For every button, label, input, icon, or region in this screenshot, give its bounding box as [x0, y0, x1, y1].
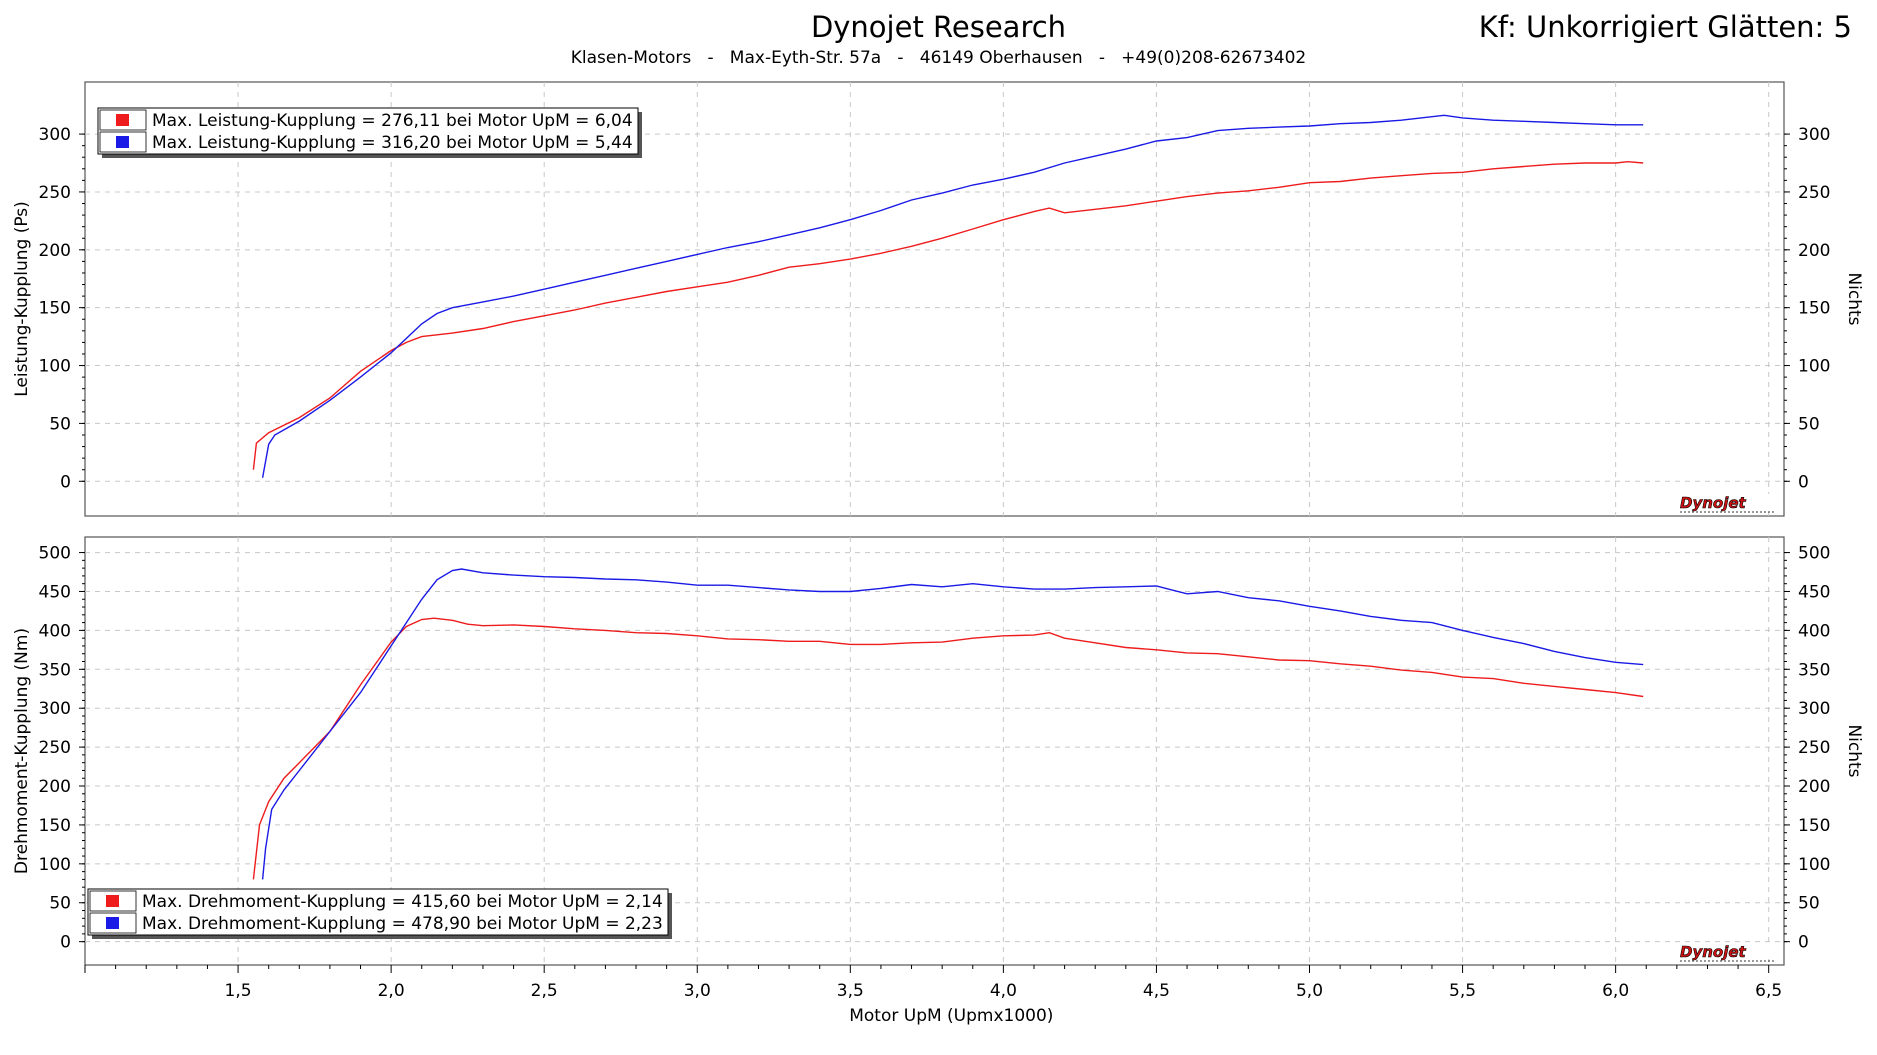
dynojet-logo: Dynojet [1678, 494, 1778, 513]
y-tick-label: 150 [39, 299, 71, 319]
logo-text: Dynojet [1680, 494, 1747, 512]
y2-tick-label: 50 [1798, 414, 1820, 434]
y2-tick-label: 350 [1798, 660, 1830, 680]
y2-tick-label: 0 [1798, 472, 1809, 492]
x-tick-label: 2,0 [378, 981, 405, 1001]
y2-tick-label: 150 [1798, 816, 1830, 836]
legend-entry: Max. Drehmoment-Kupplung = 478,90 bei Mo… [142, 914, 663, 934]
y2-tick-label: 100 [1798, 855, 1830, 875]
legend-entry: Max. Leistung-Kupplung = 316,20 bei Moto… [152, 133, 633, 153]
x-tick-label: 5,5 [1449, 981, 1476, 1001]
legend-swatch [116, 136, 129, 148]
y2-tick-label: 500 [1798, 544, 1830, 564]
logo-bg [1678, 943, 1778, 959]
correction-label: Kf: Unkorrigiert Glätten: 5 [1478, 10, 1852, 44]
y-axis-label: Leistung-Kupplung (Ps) [12, 201, 32, 397]
series-line-red [252, 617, 1644, 880]
y2-tick-label: 400 [1798, 621, 1830, 641]
y2-tick-label: 200 [1798, 777, 1830, 797]
x-tick-label: 2,5 [531, 981, 558, 1001]
y-tick-label: 100 [39, 855, 71, 875]
y2-axis-label: Nichts [1844, 724, 1864, 777]
legend-swatch [116, 114, 129, 126]
y-tick-label: 300 [39, 699, 71, 719]
y2-tick-label: 50 [1798, 894, 1820, 914]
series-line-blue [261, 114, 1644, 478]
y2-tick-label: 100 [1798, 357, 1830, 377]
y2-tick-label: 250 [1798, 738, 1830, 758]
y2-tick-label: 250 [1798, 183, 1830, 203]
y2-tick-label: 450 [1798, 582, 1830, 602]
chart-panel-2: 0 0 50 50 100 100 150 150 200 200 250 250 300 300 350 3… [12, 536, 1864, 1026]
legend-swatch [106, 917, 119, 929]
x-tick-label: 4,5 [1143, 981, 1170, 1001]
dynojet-logo: Dynojet [1678, 943, 1778, 962]
y-tick-label: 250 [39, 738, 71, 758]
y2-tick-label: 0 [1798, 933, 1809, 953]
y-tick-label: 250 [39, 183, 71, 203]
chart-title: Dynojet Research [810, 10, 1067, 44]
logo-text: Dynojet [1680, 943, 1747, 961]
y-tick-label: 300 [39, 125, 71, 145]
y-tick-label: 50 [49, 894, 71, 914]
y-tick-label: 500 [39, 544, 71, 564]
legend-entry: Max. Leistung-Kupplung = 276,11 bei Moto… [152, 111, 633, 131]
y2-tick-label: 150 [1798, 299, 1830, 319]
y-tick-label: 200 [39, 777, 71, 797]
x-tick-label: 3,5 [837, 981, 864, 1001]
y2-tick-label: 300 [1798, 699, 1830, 719]
y-tick-label: 0 [60, 933, 71, 953]
legend-entry: Max. Drehmoment-Kupplung = 415,60 bei Mo… [142, 892, 663, 912]
y2-tick-label: 300 [1798, 125, 1830, 145]
y-tick-label: 0 [60, 472, 71, 492]
y2-axis-label: Nichts [1844, 272, 1864, 325]
y-axis-label: Drehmoment-Kupplung (Nm) [12, 628, 32, 874]
y-tick-label: 200 [39, 241, 71, 261]
legend-box [97, 107, 639, 155]
chart-subtitle: Klasen-Motors - Max-Eyth-Str. 57a - 4614… [570, 48, 1307, 68]
x-tick-label: 6,0 [1602, 981, 1629, 1001]
y-tick-label: 150 [39, 816, 71, 836]
y-tick-label: 100 [39, 357, 71, 377]
x-axis-label: Motor UpM (Upmx1000) [849, 1006, 1053, 1026]
legend-swatch [106, 895, 119, 907]
y-tick-label: 450 [39, 582, 71, 602]
chart-panel-1: 0 0 50 50 100 100 150 150 200 200 250 250 300 300 Leis… [12, 81, 1864, 517]
y-tick-label: 350 [39, 660, 71, 680]
x-tick-label: 4,0 [990, 981, 1017, 1001]
y-tick-label: 50 [49, 414, 71, 434]
y2-tick-label: 200 [1798, 241, 1830, 261]
y-tick-label: 400 [39, 621, 71, 641]
legend-box [87, 888, 669, 936]
x-tick-label: 3,0 [684, 981, 711, 1001]
x-tick-label: 5,0 [1296, 981, 1323, 1001]
x-tick-label: 1,5 [225, 981, 252, 1001]
logo-bg [1678, 494, 1778, 510]
x-tick-label: 6,5 [1755, 981, 1782, 1001]
series-line-blue [261, 568, 1644, 880]
series-line-red [252, 160, 1644, 470]
